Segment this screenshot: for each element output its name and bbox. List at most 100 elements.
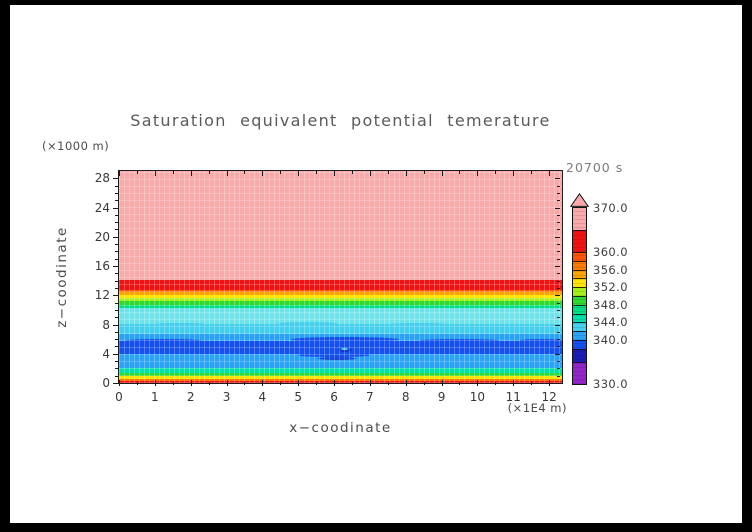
x-tick-label: 7 (366, 390, 374, 404)
x-tick-label: 8 (401, 390, 410, 404)
x-major-tick (441, 171, 443, 176)
contour-feature (291, 336, 399, 343)
contour-feature (276, 322, 338, 326)
y-tick-label: 20 (94, 229, 110, 244)
contour-feature (420, 338, 499, 343)
y-minor-tick (557, 375, 560, 377)
contour-band (119, 353, 562, 368)
y-tick-label: 8 (102, 317, 110, 332)
y-minor-tick (557, 192, 560, 194)
chart-title: Saturation equivalent potential temeratu… (130, 111, 551, 130)
colorbar-overflow-arrow-icon (570, 193, 589, 207)
y-minor-tick (115, 339, 118, 341)
y-minor-tick (557, 361, 560, 363)
x-minor-tick (387, 382, 389, 385)
y-major-tick (555, 207, 560, 209)
x-tick-label: 1 (151, 390, 159, 404)
y-major-tick (113, 353, 118, 355)
colorbar-band (573, 252, 586, 261)
x-minor-tick (244, 382, 246, 385)
x-major-tick (477, 380, 479, 386)
contour-band (119, 380, 562, 383)
contour-band (119, 306, 562, 325)
contour-band (119, 300, 562, 305)
x-minor-tick (351, 171, 353, 174)
x-tick-label: 12 (541, 390, 557, 404)
x-minor-tick (244, 171, 246, 174)
contour-feature (317, 356, 356, 360)
x-minor-tick (531, 171, 533, 174)
y-tick-label: 28 (94, 171, 110, 186)
plot-area (118, 170, 563, 384)
y-minor-tick (115, 251, 118, 253)
y-minor-tick (115, 302, 118, 304)
contour-band (119, 297, 562, 301)
y-minor-tick (115, 185, 118, 187)
x-minor-tick (495, 171, 497, 174)
y-major-tick (113, 295, 118, 297)
x-major-tick (334, 171, 336, 176)
x-tick-label: 11 (505, 390, 521, 404)
x-minor-tick (280, 382, 282, 385)
y-minor-tick (115, 192, 118, 194)
x-tick-label: 6 (330, 390, 338, 404)
colorbar-band (573, 296, 586, 305)
y-tick-label: 24 (94, 200, 110, 215)
colorbar-tick-label: 360.0 (593, 245, 628, 259)
y-minor-tick (557, 229, 560, 231)
contour-band (119, 340, 562, 355)
y-axis-title: z−coodinate (54, 226, 70, 328)
x-tick-label: 10 (469, 390, 486, 404)
hatch-texture (119, 171, 562, 383)
y-major-tick (113, 178, 118, 180)
y-minor-tick (557, 280, 560, 282)
x-minor-tick (172, 171, 174, 174)
x-major-tick (298, 171, 300, 176)
y-minor-tick (557, 214, 560, 216)
y-minor-tick (557, 244, 560, 246)
contour-band (119, 171, 562, 280)
y-major-tick (555, 295, 560, 297)
x-minor-tick (423, 382, 425, 385)
y-major-tick (555, 266, 560, 268)
x-major-tick (262, 380, 264, 386)
x-major-tick (154, 380, 156, 386)
y-tick-label: 4 (102, 346, 110, 361)
y-minor-tick (557, 317, 560, 319)
colorbar-band (573, 331, 586, 340)
y-minor-tick (115, 331, 118, 333)
x-tick-label: 9 (437, 390, 446, 404)
x-major-tick (549, 380, 551, 386)
y-minor-tick (115, 244, 118, 246)
y-minor-tick (115, 200, 118, 202)
colorbar-tick-label: 370.0 (593, 201, 628, 215)
x-major-tick (334, 380, 336, 386)
x-major-tick (405, 171, 407, 176)
x-major-tick (226, 380, 228, 386)
y-minor-tick (557, 273, 560, 275)
colorbar-tick-label: 340.0 (593, 333, 628, 347)
x-major-tick (119, 171, 120, 176)
colorbar (572, 207, 587, 385)
y-major-tick (555, 353, 560, 355)
y-major-tick (555, 236, 560, 238)
x-major-tick (513, 171, 515, 176)
y-minor-tick (115, 258, 118, 260)
y-major-tick (113, 266, 118, 268)
y-major-tick (555, 178, 560, 180)
y-major-tick (113, 383, 118, 384)
x-major-tick (405, 380, 407, 386)
y-minor-tick (115, 229, 118, 231)
y-major-tick (113, 207, 118, 209)
y-tick-label: 16 (94, 259, 110, 274)
x-major-tick (477, 171, 479, 176)
x-major-tick (190, 171, 192, 176)
x-minor-tick (387, 171, 389, 174)
contour-band (119, 294, 562, 299)
x-tick-label: 4 (258, 390, 267, 404)
contour-feature (298, 353, 370, 358)
colorbar-band (573, 348, 586, 362)
y-minor-tick (557, 346, 560, 348)
x-minor-tick (208, 382, 210, 385)
contour-band (119, 375, 562, 379)
